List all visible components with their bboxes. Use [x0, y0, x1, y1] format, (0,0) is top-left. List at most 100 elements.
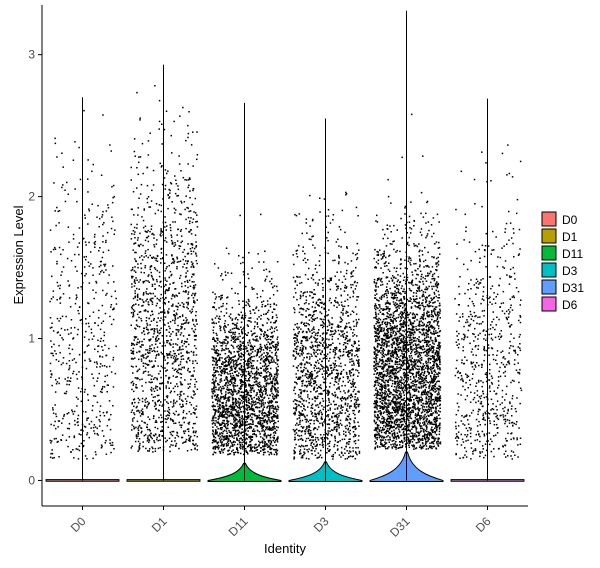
data-point — [239, 438, 241, 440]
data-point — [276, 329, 278, 331]
data-point — [222, 395, 225, 398]
data-point — [255, 371, 258, 374]
data-point — [248, 406, 250, 409]
data-point — [175, 410, 177, 413]
data-point — [148, 448, 151, 450]
data-point — [214, 432, 217, 434]
data-point — [240, 424, 242, 426]
data-point — [223, 407, 225, 409]
data-point — [75, 448, 77, 450]
data-point — [193, 394, 195, 396]
data-point — [276, 343, 278, 346]
data-point — [191, 203, 194, 206]
data-point — [103, 222, 105, 224]
data-point — [178, 421, 180, 424]
data-point — [158, 404, 161, 406]
data-point — [52, 248, 55, 251]
data-point — [234, 389, 236, 391]
data-point — [348, 371, 351, 373]
data-point — [226, 424, 229, 427]
data-point — [255, 307, 257, 310]
data-point — [326, 329, 329, 332]
data-point — [275, 382, 278, 384]
data-point — [92, 377, 95, 379]
data-point — [165, 415, 168, 417]
data-point — [169, 335, 171, 337]
data-point — [266, 442, 268, 445]
data-point — [318, 370, 321, 372]
data-point — [224, 425, 226, 427]
data-point — [104, 344, 106, 346]
data-point — [192, 286, 194, 289]
data-point — [276, 405, 279, 407]
data-point — [131, 424, 133, 426]
data-point — [80, 318, 83, 321]
data-point — [154, 408, 157, 410]
data-point — [91, 203, 93, 205]
data-point — [92, 457, 94, 460]
data-point — [295, 432, 298, 434]
data-point — [340, 446, 343, 449]
data-point — [332, 412, 334, 415]
data-point — [268, 361, 270, 363]
data-point — [302, 426, 304, 429]
data-point — [237, 338, 240, 341]
data-point — [243, 434, 245, 436]
data-point — [262, 417, 264, 419]
data-point — [329, 288, 332, 291]
data-point — [137, 409, 139, 412]
data-point — [72, 238, 75, 240]
data-point — [248, 340, 251, 342]
data-point — [246, 401, 248, 403]
data-point — [263, 444, 266, 447]
data-point — [261, 440, 264, 442]
data-point — [57, 210, 59, 213]
data-point — [257, 398, 260, 401]
data-point — [180, 373, 183, 375]
data-point — [219, 423, 221, 425]
data-point — [277, 365, 279, 368]
data-point — [72, 413, 75, 415]
data-point — [314, 306, 316, 309]
data-point — [257, 309, 260, 312]
data-point — [102, 411, 105, 414]
data-point — [244, 369, 246, 371]
data-point — [142, 413, 144, 416]
data-point — [338, 254, 340, 257]
data-point — [84, 217, 86, 219]
data-point — [161, 123, 163, 125]
data-point — [87, 302, 89, 304]
data-point — [220, 305, 222, 308]
data-point — [78, 253, 80, 256]
data-point — [233, 364, 235, 366]
data-point — [312, 244, 314, 246]
data-point — [195, 314, 197, 317]
data-point — [356, 299, 358, 301]
data-point — [236, 338, 239, 340]
data-point — [75, 396, 78, 399]
data-point — [145, 317, 148, 319]
data-point — [338, 333, 341, 336]
data-point — [169, 189, 171, 192]
data-point — [258, 406, 261, 409]
data-point — [308, 376, 311, 379]
data-point — [184, 398, 187, 400]
data-point — [144, 309, 147, 311]
data-point — [152, 313, 154, 316]
data-point — [243, 345, 245, 347]
data-point — [138, 444, 141, 447]
data-point — [163, 285, 165, 288]
data-point — [327, 215, 330, 217]
data-point — [223, 422, 225, 424]
data-point — [270, 441, 273, 444]
data-point — [252, 400, 254, 402]
data-point — [356, 347, 358, 349]
data-point — [57, 420, 60, 422]
data-point — [245, 334, 248, 336]
data-point — [345, 310, 348, 313]
data-point — [324, 418, 326, 421]
data-point — [218, 383, 220, 386]
data-point — [273, 330, 275, 333]
data-point — [355, 206, 358, 209]
data-point — [223, 368, 225, 370]
